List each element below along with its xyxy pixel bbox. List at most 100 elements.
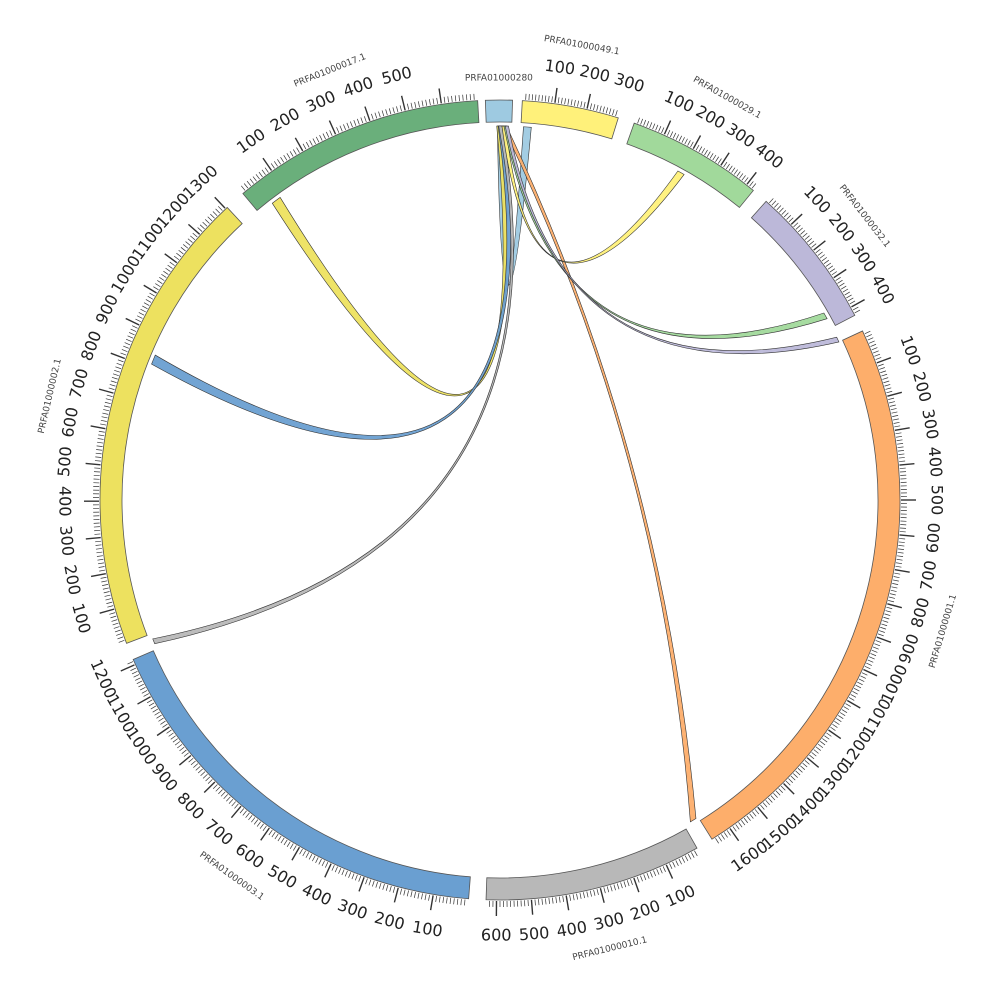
minor-tick [875,640,882,643]
minor-tick [110,615,117,619]
minor-tick [199,224,205,230]
minor-tick [131,671,138,675]
minor-tick [823,259,830,264]
minor-tick [240,185,246,191]
minor-tick [892,583,899,585]
tick-label: 200 [578,61,612,86]
major-tick [164,253,178,264]
tick-label: 800 [77,328,106,363]
minor-tick [580,101,583,108]
minor-tick [831,271,838,276]
minor-tick [185,241,191,246]
minor-tick [728,165,733,171]
minor-tick [318,858,322,865]
minor-tick [210,213,215,219]
minor-tick [752,811,757,817]
minor-tick [153,286,159,291]
major-tick [400,95,406,111]
minor-tick [258,171,263,178]
tick-label: 600 [58,406,82,439]
minor-tick [130,328,137,332]
minor-tick [820,741,826,746]
minor-tick [111,376,118,380]
minor-tick [804,760,810,765]
minor-tick [421,893,423,900]
minor-tick [675,134,680,140]
minor-tick [95,456,102,458]
minor-tick [132,325,138,329]
minor-tick [894,425,901,428]
minor-tick [898,453,905,455]
minor-tick [381,110,385,117]
major-tick [364,106,371,121]
minor-tick [538,899,540,906]
minor-tick [620,882,623,889]
minor-tick [344,870,348,877]
ideogram-c32 [750,200,856,326]
minor-tick [348,872,352,878]
tick-label: 500 [264,861,300,893]
minor-tick [802,232,808,238]
minor-tick [596,889,599,895]
minor-tick [150,705,157,710]
major-tick [294,137,304,152]
minor-tick [783,212,789,218]
minor-tick [569,894,572,901]
ideogram-c17 [242,100,480,212]
major-tick [833,268,847,279]
minor-tick [242,810,247,816]
minor-tick [785,780,791,786]
minor-tick [305,141,310,148]
minor-tick [112,373,119,377]
minor-tick [312,138,316,145]
minor-tick [891,411,898,414]
minor-tick [867,659,874,663]
minor-tick [140,308,146,313]
minor-tick [181,749,187,754]
minor-tick [864,665,871,670]
minor-tick [117,359,124,363]
minor-tick [899,538,906,540]
minor-tick [871,347,878,351]
minor-tick [824,735,830,740]
minor-tick [145,299,152,303]
minor-tick [830,726,836,731]
minor-tick [797,227,803,233]
minor-tick [280,157,285,163]
minor-tick [899,460,906,462]
minor-tick [690,141,694,148]
minor-tick [687,140,691,146]
minor-tick [321,860,325,867]
minor-tick [99,569,106,572]
minor-tick [234,803,239,809]
minor-tick [97,562,105,565]
minor-tick [880,370,887,374]
major-tick [358,877,365,892]
minor-tick [890,408,897,411]
minor-tick [599,105,602,112]
minor-tick [583,101,586,108]
major-tick [554,87,558,103]
minor-tick [669,131,674,138]
minor-tick [892,418,899,421]
minor-tick [109,384,116,387]
minor-tick [392,107,395,114]
tick-label: 200 [60,563,84,597]
minor-tick [889,401,895,404]
minor-tick [548,897,550,905]
minor-tick [718,836,722,842]
major-tick [783,783,795,795]
minor-tick [273,161,278,167]
minor-tick [843,706,850,710]
major-tick [887,391,903,397]
minor-tick [602,106,605,113]
tick-label: 1200 [86,656,120,701]
minor-tick [853,687,860,692]
minor-tick [102,412,109,415]
minor-tick [378,882,382,889]
links-layer [151,125,840,823]
major-tick [178,754,192,766]
minor-tick [741,175,746,181]
minor-tick [806,238,812,243]
minor-tick [551,96,553,103]
